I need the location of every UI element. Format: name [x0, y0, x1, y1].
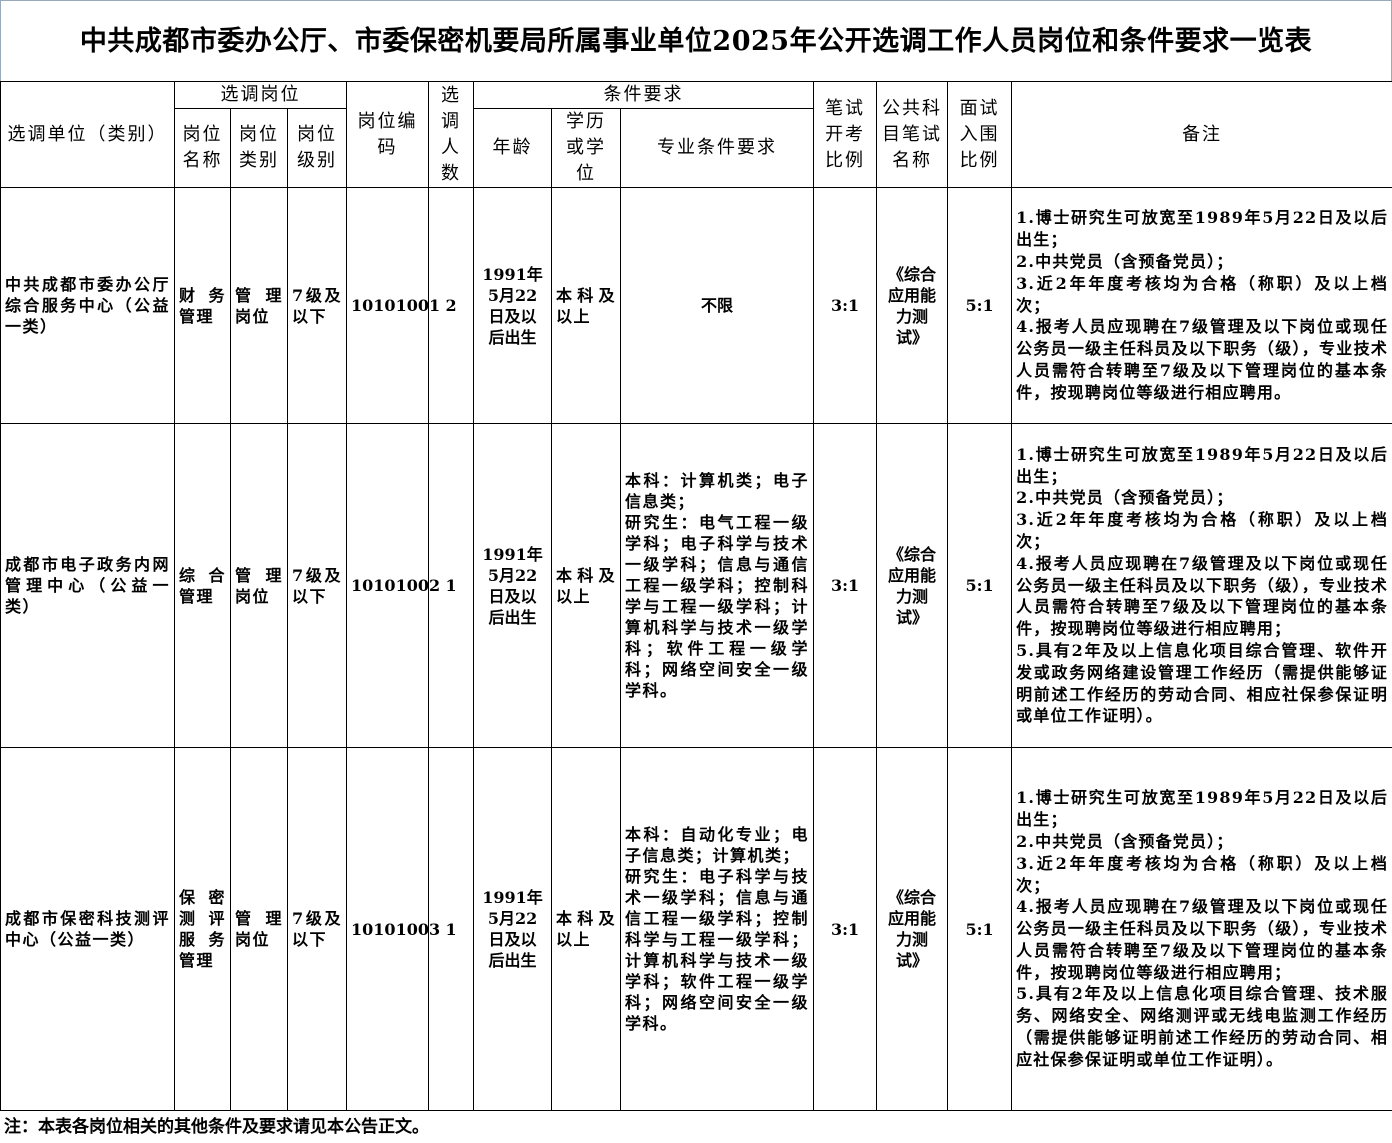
- pos-type-cell: 管理岗位: [231, 188, 288, 424]
- major-cell: 本科：计算机类；电子信息类； 研究生：电气工程一级学科；电子科学与技术一级学科；…: [621, 424, 814, 748]
- pos-name-cell: 综合管理: [175, 424, 231, 748]
- header-written-ratio: 笔试开考比例: [814, 82, 877, 188]
- age-cell: 1991年5月22日及以后出生: [474, 188, 552, 424]
- pos-level-cell: 7级及以下: [288, 748, 347, 1111]
- remark-item: 5.具有2年及以上信息化项目综合管理、软件开发或政务网络建设管理工作经历（需提供…: [1016, 640, 1388, 727]
- positions-table: 选调单位（类别） 选调岗位 岗位编码 选调人数 条件要求 笔试开考比例 公共科目…: [0, 81, 1392, 1111]
- interview-ratio-cell: 5:1: [948, 748, 1012, 1111]
- remark-item: 2.中共党员（含预备党员）；: [1016, 487, 1388, 509]
- subject-cell: 《综合应用能力测试》: [877, 188, 948, 424]
- header-pos-level: 岗位级别: [288, 109, 347, 188]
- unit-cell: 成都市保密科技测评中心（公益一类）: [1, 748, 175, 1111]
- header-subject: 公共科目笔试名称: [877, 82, 948, 188]
- education-cell: 本科及以上: [552, 188, 621, 424]
- remark-item: 3.近2年年度考核均为合格（称职）及以上档次；: [1016, 853, 1388, 897]
- header-education: 学历或学位: [552, 109, 621, 188]
- pos-level-cell: 7级及以下: [288, 188, 347, 424]
- header-age: 年龄: [474, 109, 552, 188]
- written-ratio-cell: 3:1: [814, 748, 877, 1111]
- remark-item: 4.报考人员应现聘在7级管理及以下岗位或现任公务员一级主任科员及以下职务（级），…: [1016, 553, 1388, 640]
- education-cell: 本科及以上: [552, 748, 621, 1111]
- remark-item: 2.中共党员（含预备党员）；: [1016, 251, 1388, 273]
- remark-item: 3.近2年年度考核均为合格（称职）及以上档次；: [1016, 273, 1388, 317]
- header-pos-name: 岗位名称: [175, 109, 231, 188]
- remark-item: 3.近2年年度考核均为合格（称职）及以上档次；: [1016, 509, 1388, 553]
- header-remarks: 备注: [1012, 82, 1392, 188]
- remarks-cell: 1.博士研究生可放宽至1989年5月22日及以后出生；2.中共党员（含预备党员）…: [1012, 748, 1392, 1111]
- remarks-cell: 1.博士研究生可放宽至1989年5月22日及以后出生；2.中共党员（含预备党员）…: [1012, 424, 1392, 748]
- document-title: 中共成都市委办公厅、市委保密机要局所属事业单位2025年公开选调工作人员岗位和条…: [0, 0, 1392, 81]
- remark-item: 5.具有2年及以上信息化项目综合管理、技术服务、网络安全、网络测评或无线电监测工…: [1016, 983, 1388, 1070]
- header-position-group: 选调岗位: [175, 82, 347, 109]
- remark-item: 1.博士研究生可放宽至1989年5月22日及以后出生；: [1016, 787, 1388, 831]
- remark-item: 4.报考人员应现聘在7级管理及以下岗位或现任公务员一级主任科员及以下职务（级），…: [1016, 896, 1388, 983]
- pos-name-cell: 保密测评服务管理: [175, 748, 231, 1111]
- remark-item: 1.博士研究生可放宽至1989年5月22日及以后出生；: [1016, 444, 1388, 488]
- header-pos-type: 岗位类别: [231, 109, 288, 188]
- age-cell: 1991年5月22日及以后出生: [474, 748, 552, 1111]
- pos-code-cell: 10101001: [347, 188, 429, 424]
- footer-note: 注：本表各岗位相关的其他条件及要求请见本公告正文。: [0, 1111, 1392, 1143]
- remark-item: 2.中共党员（含预备党员）；: [1016, 831, 1388, 853]
- pos-name-cell: 财务管理: [175, 188, 231, 424]
- remarks-cell: 1.博士研究生可放宽至1989年5月22日及以后出生；2.中共党员（含预备党员）…: [1012, 188, 1392, 424]
- remark-item: 4.报考人员应现聘在7级管理及以下岗位或现任公务员一级主任科员及以下职务（级），…: [1016, 316, 1388, 403]
- remark-item: 1.博士研究生可放宽至1989年5月22日及以后出生；: [1016, 207, 1388, 251]
- age-cell: 1991年5月22日及以后出生: [474, 424, 552, 748]
- header-interview-ratio: 面试入围比例: [948, 82, 1012, 188]
- unit-cell: 中共成都市委办公厅综合服务中心（公益一类）: [1, 188, 175, 424]
- unit-cell: 成都市电子政务内网管理中心（公益一类）: [1, 424, 175, 748]
- interview-ratio-cell: 5:1: [948, 188, 1012, 424]
- subject-cell: 《综合应用能力测试》: [877, 424, 948, 748]
- major-cell: 本科：自动化专业；电子信息类；计算机类； 研究生：电子科学与技术一级学科；信息与…: [621, 748, 814, 1111]
- education-cell: 本科及以上: [552, 424, 621, 748]
- header-conditions-group: 条件要求: [474, 82, 814, 109]
- pos-code-cell: 10101002: [347, 424, 429, 748]
- written-ratio-cell: 3:1: [814, 188, 877, 424]
- header-unit: 选调单位（类别）: [1, 82, 175, 188]
- subject-cell: 《综合应用能力测试》: [877, 748, 948, 1111]
- header-count: 选调人数: [429, 82, 474, 188]
- header-major: 专业条件要求: [621, 109, 814, 188]
- header-pos-code: 岗位编码: [347, 82, 429, 188]
- major-cell: 不限: [621, 188, 814, 424]
- interview-ratio-cell: 5:1: [948, 424, 1012, 748]
- pos-code-cell: 10101003: [347, 748, 429, 1111]
- pos-type-cell: 管理岗位: [231, 424, 288, 748]
- pos-level-cell: 7级及以下: [288, 424, 347, 748]
- pos-type-cell: 管理岗位: [231, 748, 288, 1111]
- written-ratio-cell: 3:1: [814, 424, 877, 748]
